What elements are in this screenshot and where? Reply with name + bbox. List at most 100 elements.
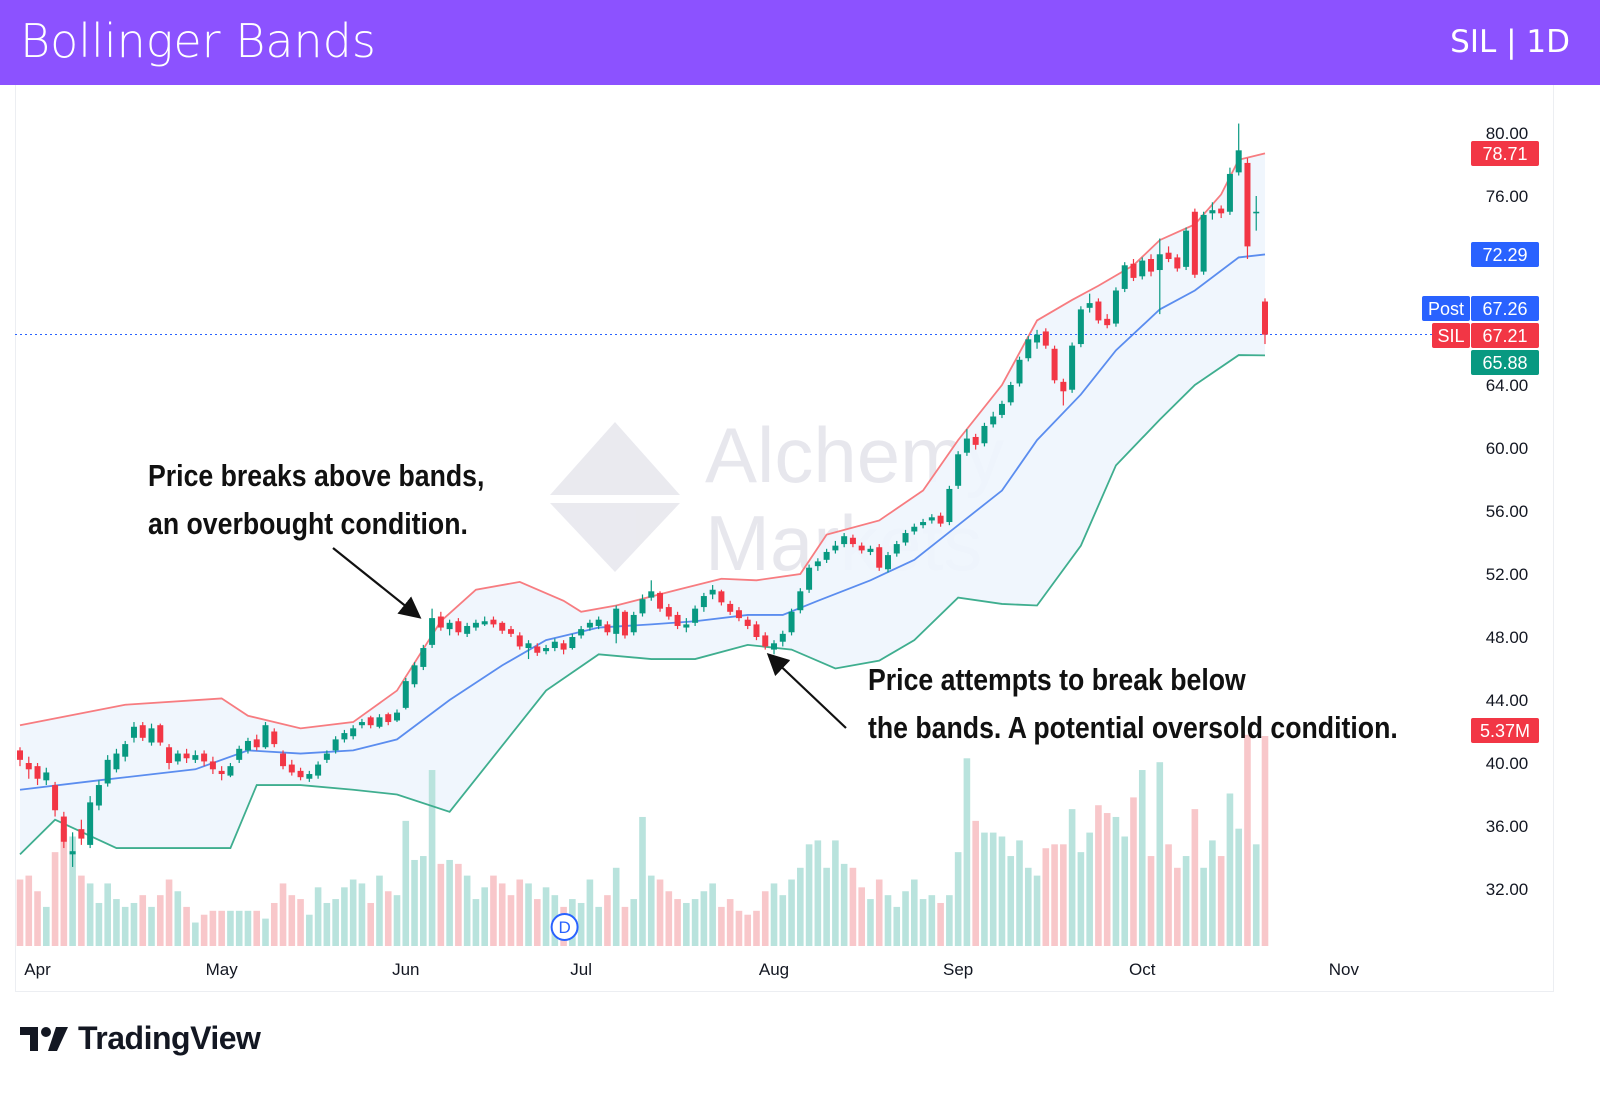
candle-body (683, 624, 690, 628)
candle-body (692, 608, 699, 623)
candle-body (928, 517, 935, 521)
candle-body (367, 717, 374, 726)
candle (621, 610, 628, 639)
candle-body (25, 763, 32, 770)
y-tick-label: 44.00 (1486, 691, 1529, 710)
candle-body (648, 591, 655, 598)
candle-body (911, 526, 918, 532)
volume-bar (490, 875, 497, 946)
volume-bar (858, 887, 865, 946)
candle (139, 722, 146, 741)
candle-body (394, 712, 401, 721)
candle (1191, 208, 1198, 278)
candle (174, 750, 181, 765)
candle (1051, 345, 1058, 384)
candle-body (578, 629, 585, 636)
candle (578, 625, 585, 639)
candle-body (1183, 230, 1190, 267)
volume-bar (1217, 856, 1225, 946)
tradingview-logo-icon (20, 1026, 68, 1051)
volume-bar (1244, 734, 1251, 946)
candle-body (700, 596, 707, 608)
candle (893, 540, 900, 557)
candle (551, 638, 558, 652)
volume-bar (700, 891, 708, 946)
x-tick-label: Aug (759, 960, 789, 979)
volume-bar (963, 758, 971, 946)
candle-body (17, 750, 23, 760)
candle-body (1077, 309, 1084, 345)
volume-bar (972, 820, 979, 946)
candle (648, 580, 655, 601)
candle-body (1209, 210, 1216, 214)
x-tick-label: Sep (943, 960, 973, 979)
volume-bar (498, 883, 506, 946)
volume-bar (349, 879, 357, 946)
candle-body (288, 764, 295, 773)
y-tick-label: 56.00 (1486, 502, 1529, 521)
volume-bar (1024, 867, 1032, 946)
candle (946, 485, 953, 526)
volume-bar (875, 879, 883, 946)
candle (236, 745, 243, 763)
volume-bar (402, 820, 410, 946)
volume-bar (647, 875, 655, 946)
candle-body (437, 616, 444, 628)
volume-bar (981, 832, 988, 946)
candle (1042, 328, 1049, 349)
candle-body (665, 607, 672, 617)
candle-body (323, 753, 330, 760)
candle (1226, 167, 1233, 215)
tradingview-brand: TradingView (78, 1020, 261, 1056)
volume-bar (113, 899, 120, 946)
volume-bar (718, 906, 725, 946)
candle (849, 534, 856, 548)
candle (613, 605, 620, 644)
candle (490, 616, 497, 628)
candle (1060, 378, 1067, 406)
candle (806, 564, 813, 593)
middle-band-value-text: 72.29 (1482, 245, 1527, 265)
middle-band-value-badge (1471, 242, 1539, 267)
candle-body (1139, 260, 1146, 277)
candle-body (1244, 162, 1251, 247)
candle (104, 755, 111, 787)
volume-bar (1191, 809, 1199, 946)
candle (1165, 246, 1172, 263)
volume-bar (376, 875, 383, 946)
volume-bar (1033, 875, 1041, 946)
volume-bar (1077, 852, 1085, 946)
candle (665, 603, 672, 620)
volume-bar (814, 840, 822, 946)
volume-bar (902, 891, 909, 946)
candle (1183, 227, 1190, 271)
candle (516, 632, 523, 650)
volume-bar (709, 883, 716, 946)
annotation-line: the bands. A potential oversold conditio… (868, 710, 1398, 745)
chart-panel (15, 85, 1554, 992)
candle-body (253, 739, 260, 748)
volume-bar (446, 859, 453, 946)
volume-bar (367, 902, 375, 946)
candle-body (1253, 211, 1260, 214)
volume-bar (358, 883, 366, 946)
candle-body (297, 770, 304, 778)
candle (166, 744, 173, 770)
volume-bar (25, 875, 33, 946)
candle (692, 605, 699, 626)
symbol-interval: SIL | 1D (1450, 24, 1570, 60)
volume-bar (770, 883, 778, 946)
candle (1262, 298, 1268, 345)
candle (192, 750, 199, 763)
volume-bar (630, 899, 638, 946)
candle (1174, 254, 1181, 272)
candle (271, 728, 278, 748)
candle (1139, 257, 1146, 280)
candle (674, 611, 681, 630)
lower-band-line (19, 354, 1266, 855)
volume-bar (639, 816, 646, 946)
candle-body (797, 591, 804, 611)
volume-bar (1095, 805, 1102, 946)
candle-body (1104, 318, 1111, 326)
